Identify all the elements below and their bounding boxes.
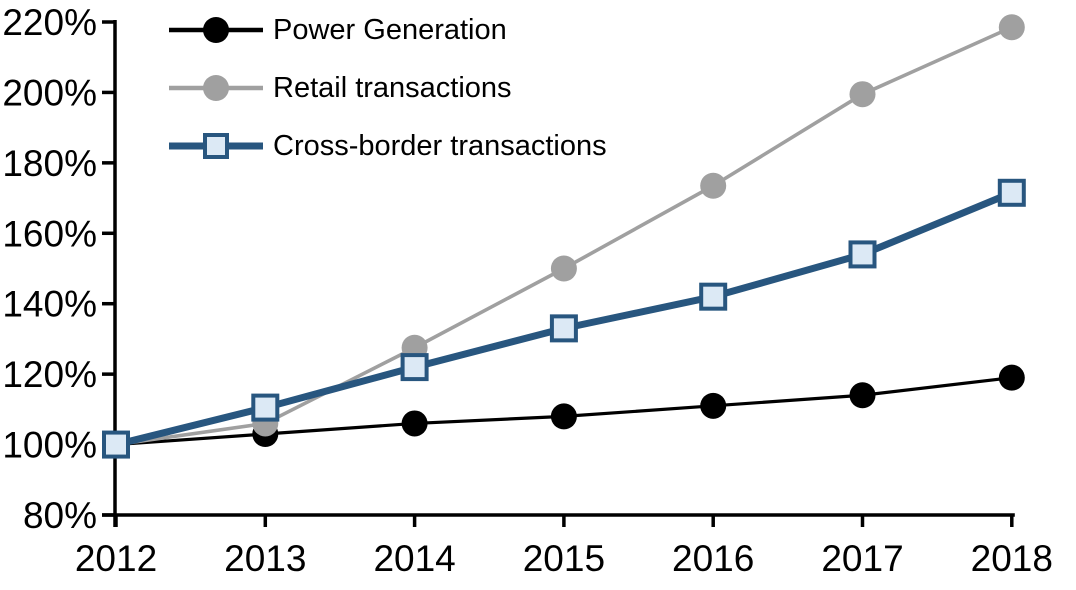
y-axis-tick-label: 160% xyxy=(2,213,97,254)
x-axis-tick-label: 2013 xyxy=(224,538,306,579)
data-point-marker xyxy=(401,410,428,437)
y-axis-tick-label: 200% xyxy=(2,72,97,113)
y-axis-tick-label: 80% xyxy=(23,495,97,536)
legend-label-retail-transactions: Retail transactions xyxy=(273,71,512,104)
data-point-marker xyxy=(998,14,1025,41)
data-point-marker xyxy=(848,240,877,269)
x-axis-tick-label: 2012 xyxy=(75,538,157,579)
legend-item-cross-border-transactions: Cross-border transactions xyxy=(167,117,607,175)
y-axis-tick-label: 100% xyxy=(2,425,97,466)
legend-sample-square xyxy=(203,133,229,159)
y-axis-tick-label: 120% xyxy=(2,354,97,395)
legend-sample-circle xyxy=(203,17,229,43)
data-point-marker xyxy=(700,172,727,199)
x-axis-tick-label: 2017 xyxy=(821,538,903,579)
y-axis-tick-label: 220% xyxy=(2,2,97,43)
legend-item-power-generation: Power Generation xyxy=(167,1,607,59)
x-axis-tick-label: 2015 xyxy=(523,538,605,579)
legend-sample-circle xyxy=(203,75,229,101)
legend-item-retail-transactions: Retail transactions xyxy=(167,59,607,117)
data-point-marker xyxy=(849,81,876,108)
data-point-marker xyxy=(998,364,1025,391)
x-axis-tick-label: 2016 xyxy=(672,538,754,579)
y-axis-tick-label: 140% xyxy=(2,284,97,325)
data-point-marker xyxy=(400,353,429,382)
data-point-marker xyxy=(849,382,876,409)
data-point-marker xyxy=(700,392,727,419)
x-axis-tick-label: 2018 xyxy=(971,538,1053,579)
data-point-marker xyxy=(251,393,280,422)
data-point-marker xyxy=(550,403,577,430)
data-point-marker xyxy=(997,178,1026,207)
legend-marker-retail-transactions xyxy=(169,75,263,101)
legend-label-power-generation: Power Generation xyxy=(273,13,507,46)
chart-legend: Power Generation Retail transactions Cro… xyxy=(167,1,607,175)
x-axis-tick-label: 2014 xyxy=(373,538,455,579)
legend-marker-power-generation xyxy=(169,17,263,43)
y-axis-tick-label: 180% xyxy=(2,143,97,184)
data-point-marker xyxy=(102,430,130,459)
legend-marker-cross-border-transactions xyxy=(169,133,263,159)
data-point-marker xyxy=(550,255,577,282)
data-point-marker xyxy=(549,314,578,343)
data-point-marker xyxy=(699,282,728,311)
legend-label-cross-border-transactions: Cross-border transactions xyxy=(273,129,607,162)
